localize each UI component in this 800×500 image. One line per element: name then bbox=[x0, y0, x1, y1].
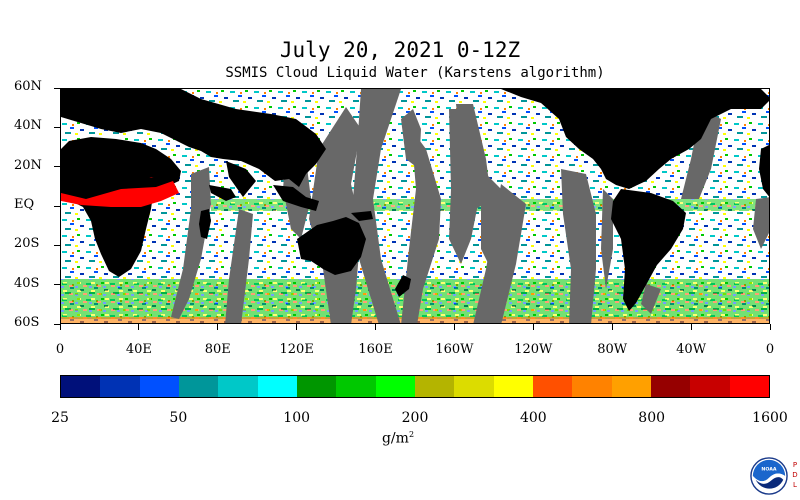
lat-tick bbox=[54, 166, 60, 168]
lat-tick bbox=[54, 87, 60, 89]
colorbar-swatch bbox=[493, 376, 533, 397]
lat-label: EQ bbox=[14, 197, 35, 212]
colorbar-swatch bbox=[729, 376, 769, 397]
lon-tick bbox=[611, 324, 613, 330]
lon-label: 0 bbox=[765, 342, 775, 357]
swath-gap bbox=[681, 109, 721, 199]
north-america bbox=[501, 89, 769, 189]
lon-tick bbox=[453, 324, 455, 330]
lat-label: 20S bbox=[14, 236, 40, 252]
colorbar-tick-label: 100 bbox=[283, 410, 311, 426]
lat-tick bbox=[54, 244, 60, 246]
lon-tick bbox=[59, 324, 61, 330]
lon-tick bbox=[532, 324, 534, 330]
swath-gap bbox=[601, 189, 613, 289]
europe-edge bbox=[759, 145, 769, 197]
india bbox=[226, 161, 256, 197]
colorbar-swatch bbox=[257, 376, 297, 397]
colorbar-swatch bbox=[650, 376, 691, 397]
logo-letter: P bbox=[792, 461, 798, 469]
lon-label: 160E bbox=[358, 342, 393, 357]
madagascar bbox=[199, 209, 211, 239]
colorbar-swatch bbox=[611, 376, 651, 397]
colorbar-swatch bbox=[218, 376, 258, 397]
swath-gap bbox=[401, 129, 441, 323]
lon-label: 40E bbox=[125, 342, 152, 357]
units-base: g/m bbox=[381, 430, 409, 447]
lat-tick bbox=[54, 284, 60, 286]
lon-label: 120W bbox=[514, 342, 553, 357]
new-zealand bbox=[395, 275, 411, 297]
lon-tick bbox=[690, 324, 692, 330]
units-exponent: 2 bbox=[408, 430, 415, 439]
lon-label: 80W bbox=[597, 342, 628, 357]
lat-label: 40N bbox=[14, 118, 42, 134]
logo-text: NOAA bbox=[761, 466, 777, 472]
colorbar-tick-label: 400 bbox=[519, 410, 547, 426]
lon-tick bbox=[769, 324, 771, 330]
australia bbox=[297, 217, 366, 275]
colorbar-swatch bbox=[690, 376, 730, 397]
logo-side-letters: P D L bbox=[791, 460, 799, 490]
chart-title: July 20, 2021 0-12Z bbox=[279, 38, 521, 62]
new-guinea bbox=[351, 211, 373, 221]
maritime-continent bbox=[273, 185, 319, 211]
colorbar-tick-label: 800 bbox=[638, 410, 666, 426]
colorbar-swatch bbox=[296, 376, 337, 397]
lat-label: 40S bbox=[14, 275, 40, 291]
south-america bbox=[611, 189, 686, 311]
colorbar bbox=[60, 375, 770, 398]
swath-gap bbox=[171, 167, 211, 319]
swath-gap bbox=[225, 209, 253, 323]
chart-subtitle: SSMIS Cloud Liquid Water (Karstens algor… bbox=[225, 65, 605, 81]
lon-label: 40W bbox=[676, 342, 707, 357]
colorbar-units: g/m2 bbox=[382, 430, 414, 447]
swath-gap bbox=[753, 197, 769, 249]
lat-tick bbox=[54, 323, 60, 325]
colorbar-swatch bbox=[532, 376, 573, 397]
colorbar-swatch bbox=[178, 376, 219, 397]
logo-letter: D bbox=[792, 471, 798, 479]
colorbar-swatch bbox=[336, 376, 376, 397]
lon-label: 80E bbox=[204, 342, 231, 357]
colorbar-swatch bbox=[414, 376, 455, 397]
lon-tick bbox=[375, 324, 377, 330]
arabia-tip bbox=[209, 185, 236, 201]
swath-gap bbox=[473, 184, 526, 323]
swath-gap bbox=[641, 284, 661, 314]
lon-tick bbox=[217, 324, 219, 330]
lon-label: 0 bbox=[55, 342, 65, 357]
colorbar-swatch bbox=[454, 376, 494, 397]
colorbar-tick-label: 25 bbox=[51, 410, 69, 426]
lat-label: 20N bbox=[14, 157, 42, 173]
lat-tick bbox=[54, 126, 60, 128]
lon-tick bbox=[138, 324, 140, 330]
colorbar-swatch bbox=[139, 376, 179, 397]
colorbar-swatch bbox=[572, 376, 612, 397]
colorbar-tick-label: 1600 bbox=[752, 410, 788, 426]
sahel-land bbox=[81, 171, 173, 189]
eurasia bbox=[61, 89, 326, 187]
lat-label: 60S bbox=[14, 315, 40, 330]
lat-tick bbox=[54, 205, 60, 207]
colorbar-swatch bbox=[61, 376, 101, 397]
map-canvas bbox=[61, 89, 769, 323]
cloud-water-map bbox=[60, 88, 770, 324]
lat-label: 60N bbox=[14, 79, 42, 94]
swath-gap bbox=[456, 104, 491, 209]
lon-label: 120E bbox=[279, 342, 314, 357]
colorbar-swatch bbox=[375, 376, 415, 397]
swath-gap bbox=[353, 89, 401, 323]
swath-gap bbox=[561, 169, 596, 323]
lon-label: 160W bbox=[435, 342, 474, 357]
lon-tick bbox=[296, 324, 298, 330]
noaa-logo: NOAA bbox=[750, 457, 788, 495]
colorbar-swatch bbox=[100, 376, 140, 397]
colorbar-tick-label: 200 bbox=[401, 410, 429, 426]
colorbar-tick-label: 50 bbox=[169, 410, 188, 426]
logo-letter: L bbox=[793, 481, 797, 489]
